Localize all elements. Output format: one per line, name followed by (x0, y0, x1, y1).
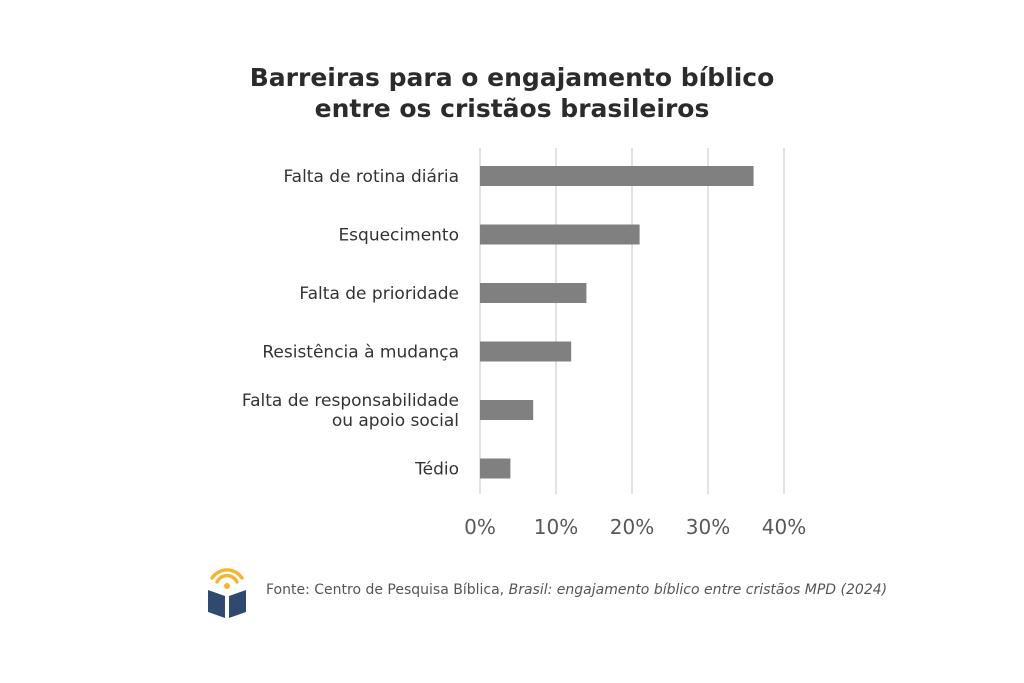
bar-4 (480, 400, 534, 420)
x-tick-label-4: 40% (762, 515, 806, 539)
category-label-4-line-0: Falta de responsabilidade (242, 391, 459, 411)
bar-2 (480, 283, 587, 303)
category-label-5: Tédio (414, 460, 459, 480)
category-label-4-line-1: ou apoio social (332, 411, 459, 431)
bar-1 (480, 224, 640, 245)
x-tick-label-0: 0% (464, 515, 496, 539)
source-footer: Fonte: Centro de Pesquisa Bíblica, Brasi… (266, 582, 887, 598)
category-label-0: Falta de rotina diária (283, 167, 459, 187)
x-tick-label-1: 10% (534, 515, 578, 539)
bar-5 (480, 458, 511, 479)
signal-arc-middle (215, 573, 239, 584)
chart-title-line-2: entre os cristãos brasileiros (314, 94, 710, 123)
signal-dot (224, 583, 230, 589)
chart-title-line-1: Barreiras para o engajamento bíblico (249, 63, 775, 92)
x-tick-label-3: 30% (686, 515, 730, 539)
category-label-3: Resistência à mudança (262, 343, 459, 363)
category-label-1: Esquecimento (338, 226, 459, 246)
chart-title: Barreiras para o engajamento bíblico ent… (0, 62, 1024, 124)
source-publication: Brasil: engajamento bíblico entre cristã… (508, 582, 888, 598)
bar-3 (480, 341, 572, 362)
book-right-page (229, 590, 246, 618)
category-label-2: Falta de prioridade (299, 284, 459, 304)
bar-0 (480, 166, 754, 186)
x-tick-label-2: 20% (610, 515, 654, 539)
signal-arc-outer (210, 568, 244, 580)
book-left-page (208, 590, 225, 618)
open-book-signal-icon (208, 568, 246, 618)
source-text: Fonte: Centro de Pesquisa Bíblica, (266, 582, 509, 598)
bar-chart: 0% 10% 20% 30% 40% Falta de rotina diária Esqu… (242, 148, 806, 539)
